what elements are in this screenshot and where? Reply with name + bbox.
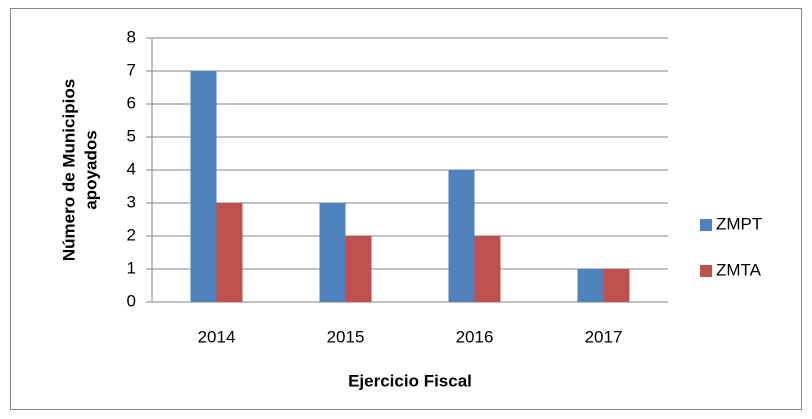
legend-label: ZMPT [716, 214, 762, 233]
y-tick-label: 4 [127, 159, 136, 178]
bar [448, 170, 475, 302]
chart-border [10, 8, 802, 410]
bar [577, 269, 604, 302]
bar [319, 203, 346, 302]
bar [474, 236, 501, 302]
x-tick-label: 2016 [456, 327, 494, 346]
legend-swatch [700, 265, 712, 277]
bar [603, 269, 630, 302]
y-tick-label: 1 [127, 258, 136, 277]
y-axis-label: Número de Municipios [59, 79, 78, 261]
legend-label: ZMTA [716, 260, 762, 279]
legend-swatch [700, 219, 712, 231]
y-tick-label: 8 [127, 27, 136, 46]
y-tick-label: 7 [127, 60, 136, 79]
x-tick-label: 2015 [327, 327, 365, 346]
bar [216, 203, 243, 302]
y-tick-label: 5 [127, 126, 136, 145]
bar [345, 236, 372, 302]
x-tick-label: 2014 [198, 327, 236, 346]
y-tick-label: 0 [127, 291, 136, 310]
x-axis-label: Ejercicio Fiscal [348, 371, 472, 390]
y-tick-label: 2 [127, 225, 136, 244]
y-axis-label: apoyados [81, 130, 100, 209]
x-tick-label: 2017 [585, 327, 623, 346]
y-tick-label: 6 [127, 93, 136, 112]
y-tick-label: 3 [127, 192, 136, 211]
bar [190, 71, 217, 302]
